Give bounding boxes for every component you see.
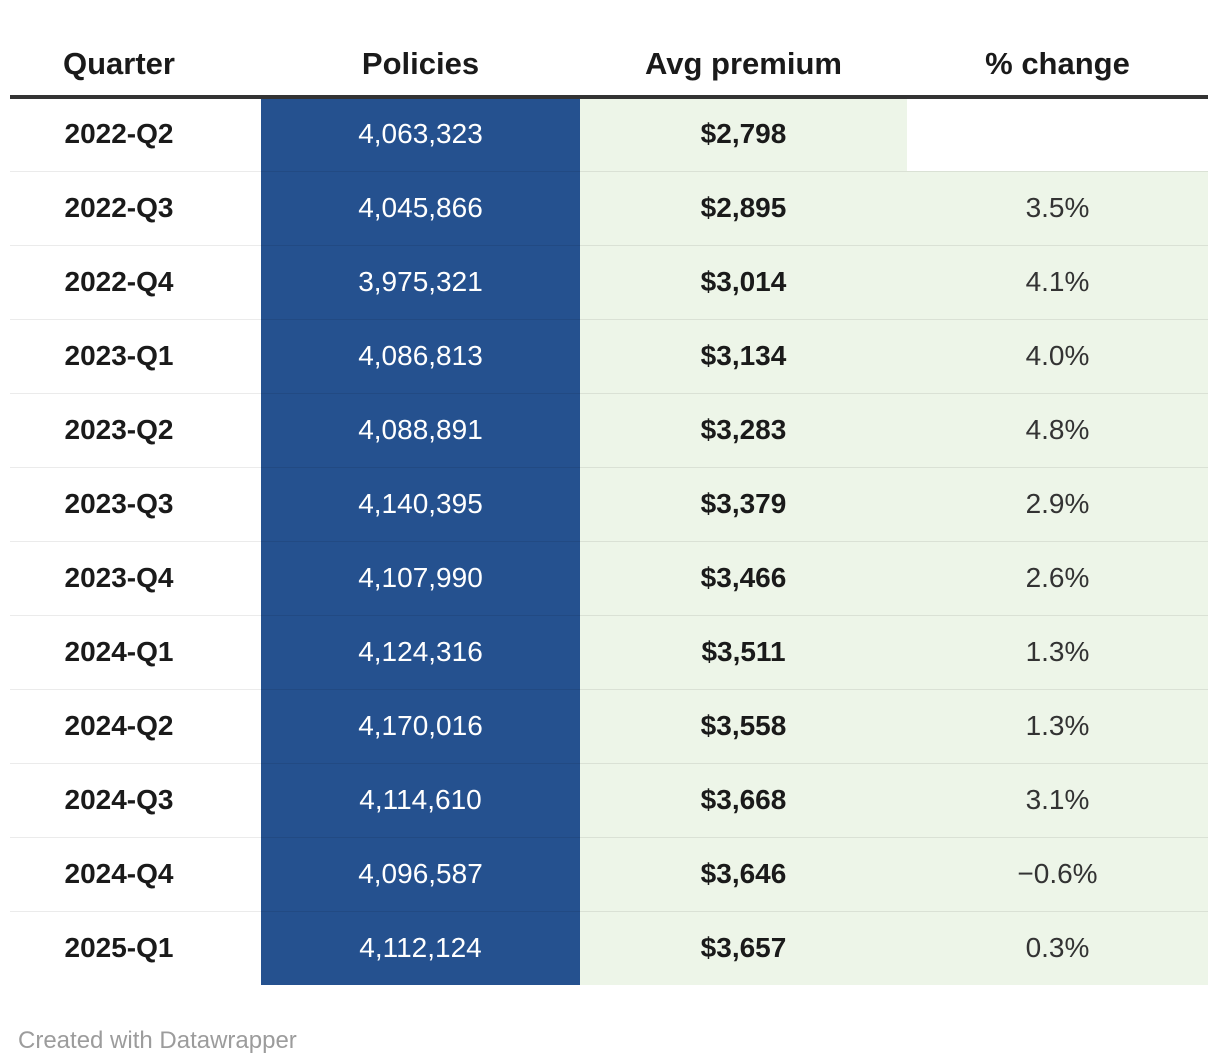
cell-pct-change: 3.1% (907, 762, 1208, 837)
cell-quarter: 2024-Q4 (10, 836, 261, 911)
cell-pct-change (907, 97, 1208, 171)
cell-avg-premium: $3,646 (580, 836, 907, 911)
table-row: 2023-Q4 4,107,990 $3,466 2.6% (10, 540, 1208, 615)
cell-policies: 4,140,395 (261, 466, 580, 541)
cell-pct-change: 4.8% (907, 392, 1208, 467)
table-row: 2022-Q3 4,045,866 $2,895 3.5% (10, 170, 1208, 245)
cell-avg-premium: $3,014 (580, 244, 907, 319)
table-row: 2023-Q2 4,088,891 $3,283 4.8% (10, 392, 1208, 467)
cell-avg-premium: $3,558 (580, 688, 907, 763)
cell-avg-premium: $3,379 (580, 466, 907, 541)
cell-policies: 4,170,016 (261, 688, 580, 763)
table-row: 2022-Q4 3,975,321 $3,014 4.1% (10, 244, 1208, 319)
premium-data-table: Quarter Policies Avg premium % change 20… (10, 0, 1208, 985)
table-row: 2024-Q1 4,124,316 $3,511 1.3% (10, 614, 1208, 689)
column-header-pct-change: % change (907, 0, 1208, 99)
cell-policies: 4,114,610 (261, 762, 580, 837)
table-body: 2022-Q2 4,063,323 $2,798 2022-Q3 4,045,866 $2… (10, 97, 1208, 985)
attribution-text: Created with Datawrapper (18, 1027, 297, 1054)
cell-quarter: 2022-Q4 (10, 244, 261, 319)
cell-quarter: 2024-Q3 (10, 762, 261, 837)
cell-quarter: 2023-Q1 (10, 318, 261, 393)
cell-pct-change: 2.6% (907, 540, 1208, 615)
cell-quarter: 2023-Q4 (10, 540, 261, 615)
cell-policies: 4,112,124 (261, 910, 580, 985)
table-row: 2024-Q2 4,170,016 $3,558 1.3% (10, 688, 1208, 763)
column-header-quarter: Quarter (10, 0, 261, 99)
cell-quarter: 2022-Q3 (10, 170, 261, 245)
cell-pct-change: 4.0% (907, 318, 1208, 393)
cell-avg-premium: $2,895 (580, 170, 907, 245)
table-header: Quarter Policies Avg premium % change (10, 0, 1208, 99)
cell-pct-change: 1.3% (907, 688, 1208, 763)
header-row: Quarter Policies Avg premium % change (10, 0, 1208, 99)
cell-pct-change: 1.3% (907, 614, 1208, 689)
cell-policies: 4,096,587 (261, 836, 580, 911)
cell-policies: 4,045,866 (261, 170, 580, 245)
cell-avg-premium: $3,511 (580, 614, 907, 689)
cell-pct-change: −0.6% (907, 836, 1208, 911)
cell-avg-premium: $2,798 (580, 97, 907, 171)
cell-quarter: 2024-Q2 (10, 688, 261, 763)
cell-avg-premium: $3,466 (580, 540, 907, 615)
cell-quarter: 2025-Q1 (10, 910, 261, 985)
cell-policies: 4,124,316 (261, 614, 580, 689)
table-row: 2022-Q2 4,063,323 $2,798 (10, 97, 1208, 171)
column-header-policies: Policies (261, 0, 580, 99)
cell-policies: 4,086,813 (261, 318, 580, 393)
cell-pct-change: 4.1% (907, 244, 1208, 319)
table-row: 2024-Q4 4,096,587 $3,646 −0.6% (10, 836, 1208, 911)
cell-quarter: 2024-Q1 (10, 614, 261, 689)
cell-quarter: 2023-Q2 (10, 392, 261, 467)
cell-avg-premium: $3,657 (580, 910, 907, 985)
cell-policies: 4,107,990 (261, 540, 580, 615)
cell-policies: 3,975,321 (261, 244, 580, 319)
cell-pct-change: 3.5% (907, 170, 1208, 245)
cell-avg-premium: $3,668 (580, 762, 907, 837)
table-row: 2025-Q1 4,112,124 $3,657 0.3% (10, 910, 1208, 985)
cell-pct-change: 2.9% (907, 466, 1208, 541)
cell-avg-premium: $3,134 (580, 318, 907, 393)
column-header-avg-premium: Avg premium (580, 0, 907, 99)
cell-quarter: 2023-Q3 (10, 466, 261, 541)
table-row: 2023-Q1 4,086,813 $3,134 4.0% (10, 318, 1208, 393)
cell-policies: 4,063,323 (261, 97, 580, 171)
cell-quarter: 2022-Q2 (10, 97, 261, 171)
cell-avg-premium: $3,283 (580, 392, 907, 467)
cell-pct-change: 0.3% (907, 910, 1208, 985)
table-row: 2023-Q3 4,140,395 $3,379 2.9% (10, 466, 1208, 541)
cell-policies: 4,088,891 (261, 392, 580, 467)
table-row: 2024-Q3 4,114,610 $3,668 3.1% (10, 762, 1208, 837)
